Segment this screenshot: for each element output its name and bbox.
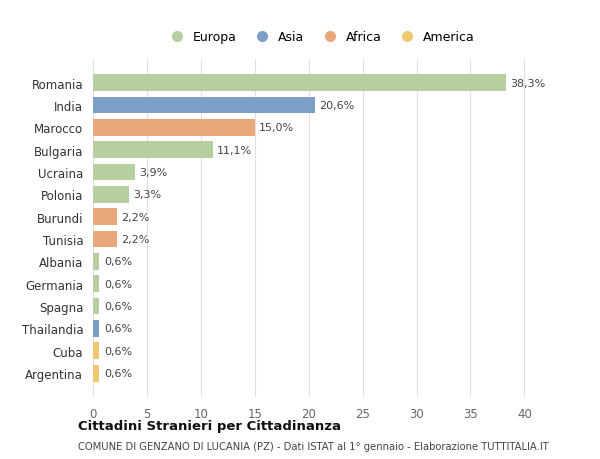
Bar (93, 209, 117, 225)
Bar (93, 298, 100, 315)
Legend: Europa, Asia, Africa, America: Europa, Asia, Africa, America (162, 29, 477, 47)
Bar (93, 142, 213, 159)
Text: 3,9%: 3,9% (139, 168, 167, 178)
Text: 20,6%: 20,6% (320, 101, 355, 111)
Text: 0,6%: 0,6% (104, 257, 132, 267)
Text: 0,6%: 0,6% (104, 368, 132, 378)
Text: 0,6%: 0,6% (104, 346, 132, 356)
Bar (93, 343, 100, 359)
Text: 3,3%: 3,3% (133, 190, 161, 200)
Text: 0,6%: 0,6% (104, 324, 132, 334)
Text: 0,6%: 0,6% (104, 279, 132, 289)
Text: 15,0%: 15,0% (259, 123, 294, 133)
Text: 2,2%: 2,2% (121, 235, 149, 245)
Text: 2,2%: 2,2% (121, 212, 149, 222)
Text: 38,3%: 38,3% (511, 78, 545, 89)
Text: 11,1%: 11,1% (217, 146, 252, 155)
Bar (93, 320, 100, 337)
Bar (93, 186, 128, 203)
Text: Cittadini Stranieri per Cittadinanza: Cittadini Stranieri per Cittadinanza (78, 419, 341, 432)
Text: 0,6%: 0,6% (104, 302, 132, 311)
Bar (93, 97, 315, 114)
Bar (93, 164, 135, 181)
Bar (93, 75, 506, 92)
Bar (93, 365, 100, 382)
Bar (93, 120, 255, 136)
Text: COMUNE DI GENZANO DI LUCANIA (PZ) - Dati ISTAT al 1° gennaio - Elaborazione TUTT: COMUNE DI GENZANO DI LUCANIA (PZ) - Dati… (78, 441, 549, 451)
Bar (93, 231, 117, 248)
Bar (93, 253, 100, 270)
Bar (93, 276, 100, 292)
